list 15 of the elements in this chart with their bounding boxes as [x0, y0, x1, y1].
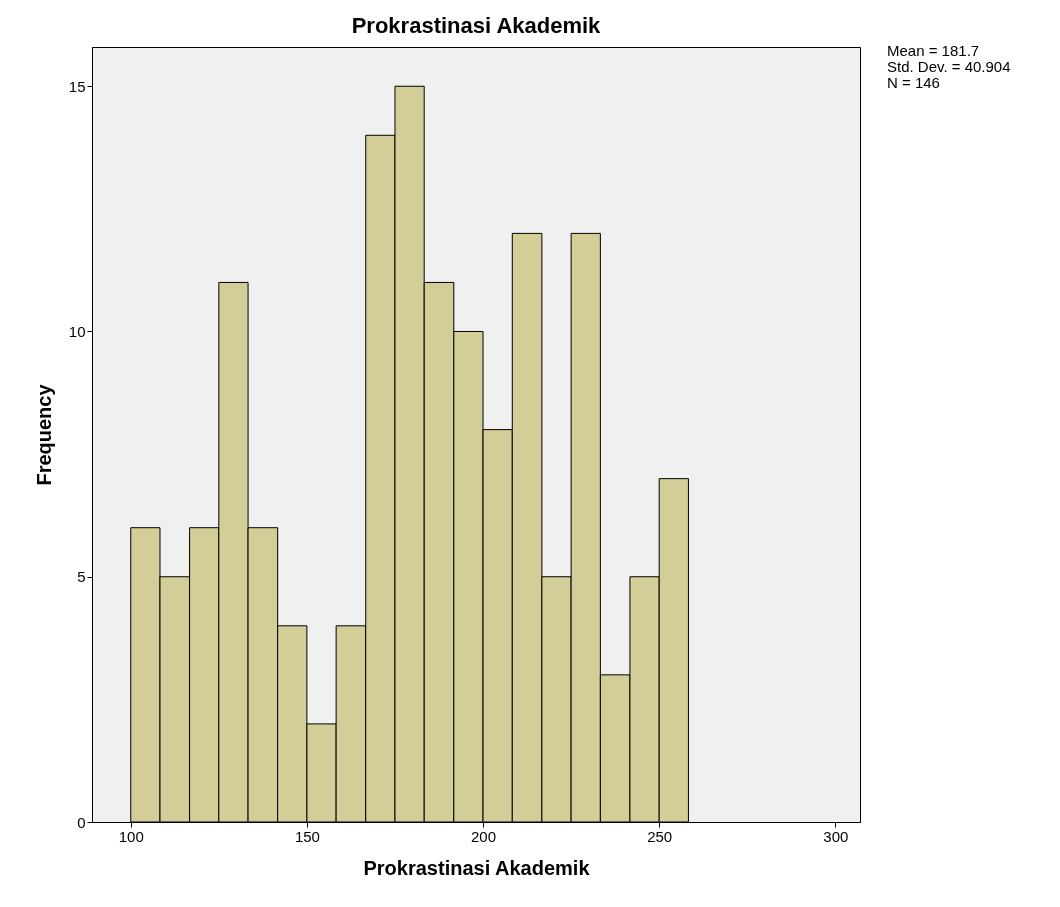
x-tick-label: 200	[471, 827, 497, 845]
y-tick-label: 15	[68, 77, 86, 95]
chart-title: Prokrastinasi Akademik	[351, 13, 602, 38]
x-tick-label: 300	[823, 827, 849, 845]
y-axis-title: Frequency	[32, 383, 55, 486]
x-tick-label: 250	[647, 827, 673, 845]
y-tick-label: 10	[68, 322, 86, 340]
x-tick-label: 150	[294, 827, 320, 845]
text: Mean = 181.7	[887, 42, 980, 59]
text: Std. Dev. = 40.904	[887, 58, 1011, 75]
text: N = 146	[887, 74, 940, 91]
y-tick-label: 5	[77, 568, 86, 586]
x-axis-title: Prokrastinasi Akademik	[363, 856, 591, 879]
y-tick-label: 0	[77, 813, 86, 831]
x-tick-label: 100	[118, 827, 144, 845]
